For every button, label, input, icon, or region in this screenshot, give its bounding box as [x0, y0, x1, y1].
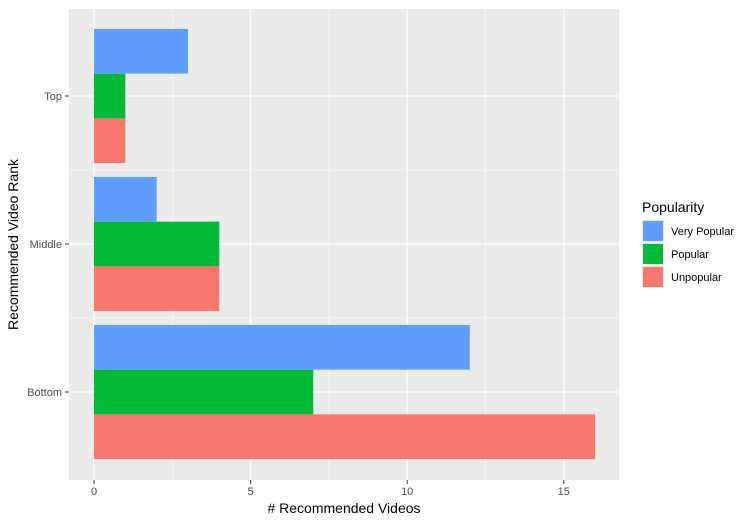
legend-title: Popularity — [642, 199, 704, 215]
y-axis: Bottom Middle Top — [27, 91, 69, 399]
x-tick-label: 0 — [91, 486, 97, 498]
legend-swatch-popular — [643, 244, 663, 264]
legend-label-popular: Popular — [671, 249, 709, 261]
x-tick-label: 15 — [558, 486, 570, 498]
bar-top-unpopular — [94, 118, 126, 163]
bar-middle-popular — [94, 221, 220, 267]
y-tick-label: Middle — [30, 239, 62, 251]
y-axis-title: Recommended Video Rank — [5, 158, 21, 330]
bar-middle-very-popular — [94, 177, 157, 222]
legend-swatch-unpopular — [643, 267, 663, 287]
x-tick-label: 10 — [401, 486, 413, 498]
y-tick-label: Bottom — [27, 387, 62, 399]
legend: Popularity Very Popular Popular Unpopular — [642, 199, 734, 288]
bar-bottom-unpopular — [94, 414, 596, 459]
x-tick-label: 5 — [248, 486, 254, 498]
x-axis-title: # Recommended Videos — [267, 500, 420, 516]
bar-top-very-popular — [94, 29, 188, 74]
bar-bottom-popular — [94, 369, 314, 415]
bars — [94, 29, 596, 459]
bar-top-popular — [94, 73, 126, 119]
bar-middle-unpopular — [94, 266, 220, 311]
y-tick-label: Top — [44, 91, 62, 103]
bar-bottom-very-popular — [94, 325, 470, 370]
legend-swatch-very-popular — [643, 221, 663, 241]
x-axis: 0 5 10 15 — [91, 480, 570, 498]
legend-label-very-popular: Very Popular — [671, 226, 734, 238]
legend-label-unpopular: Unpopular — [671, 272, 722, 284]
